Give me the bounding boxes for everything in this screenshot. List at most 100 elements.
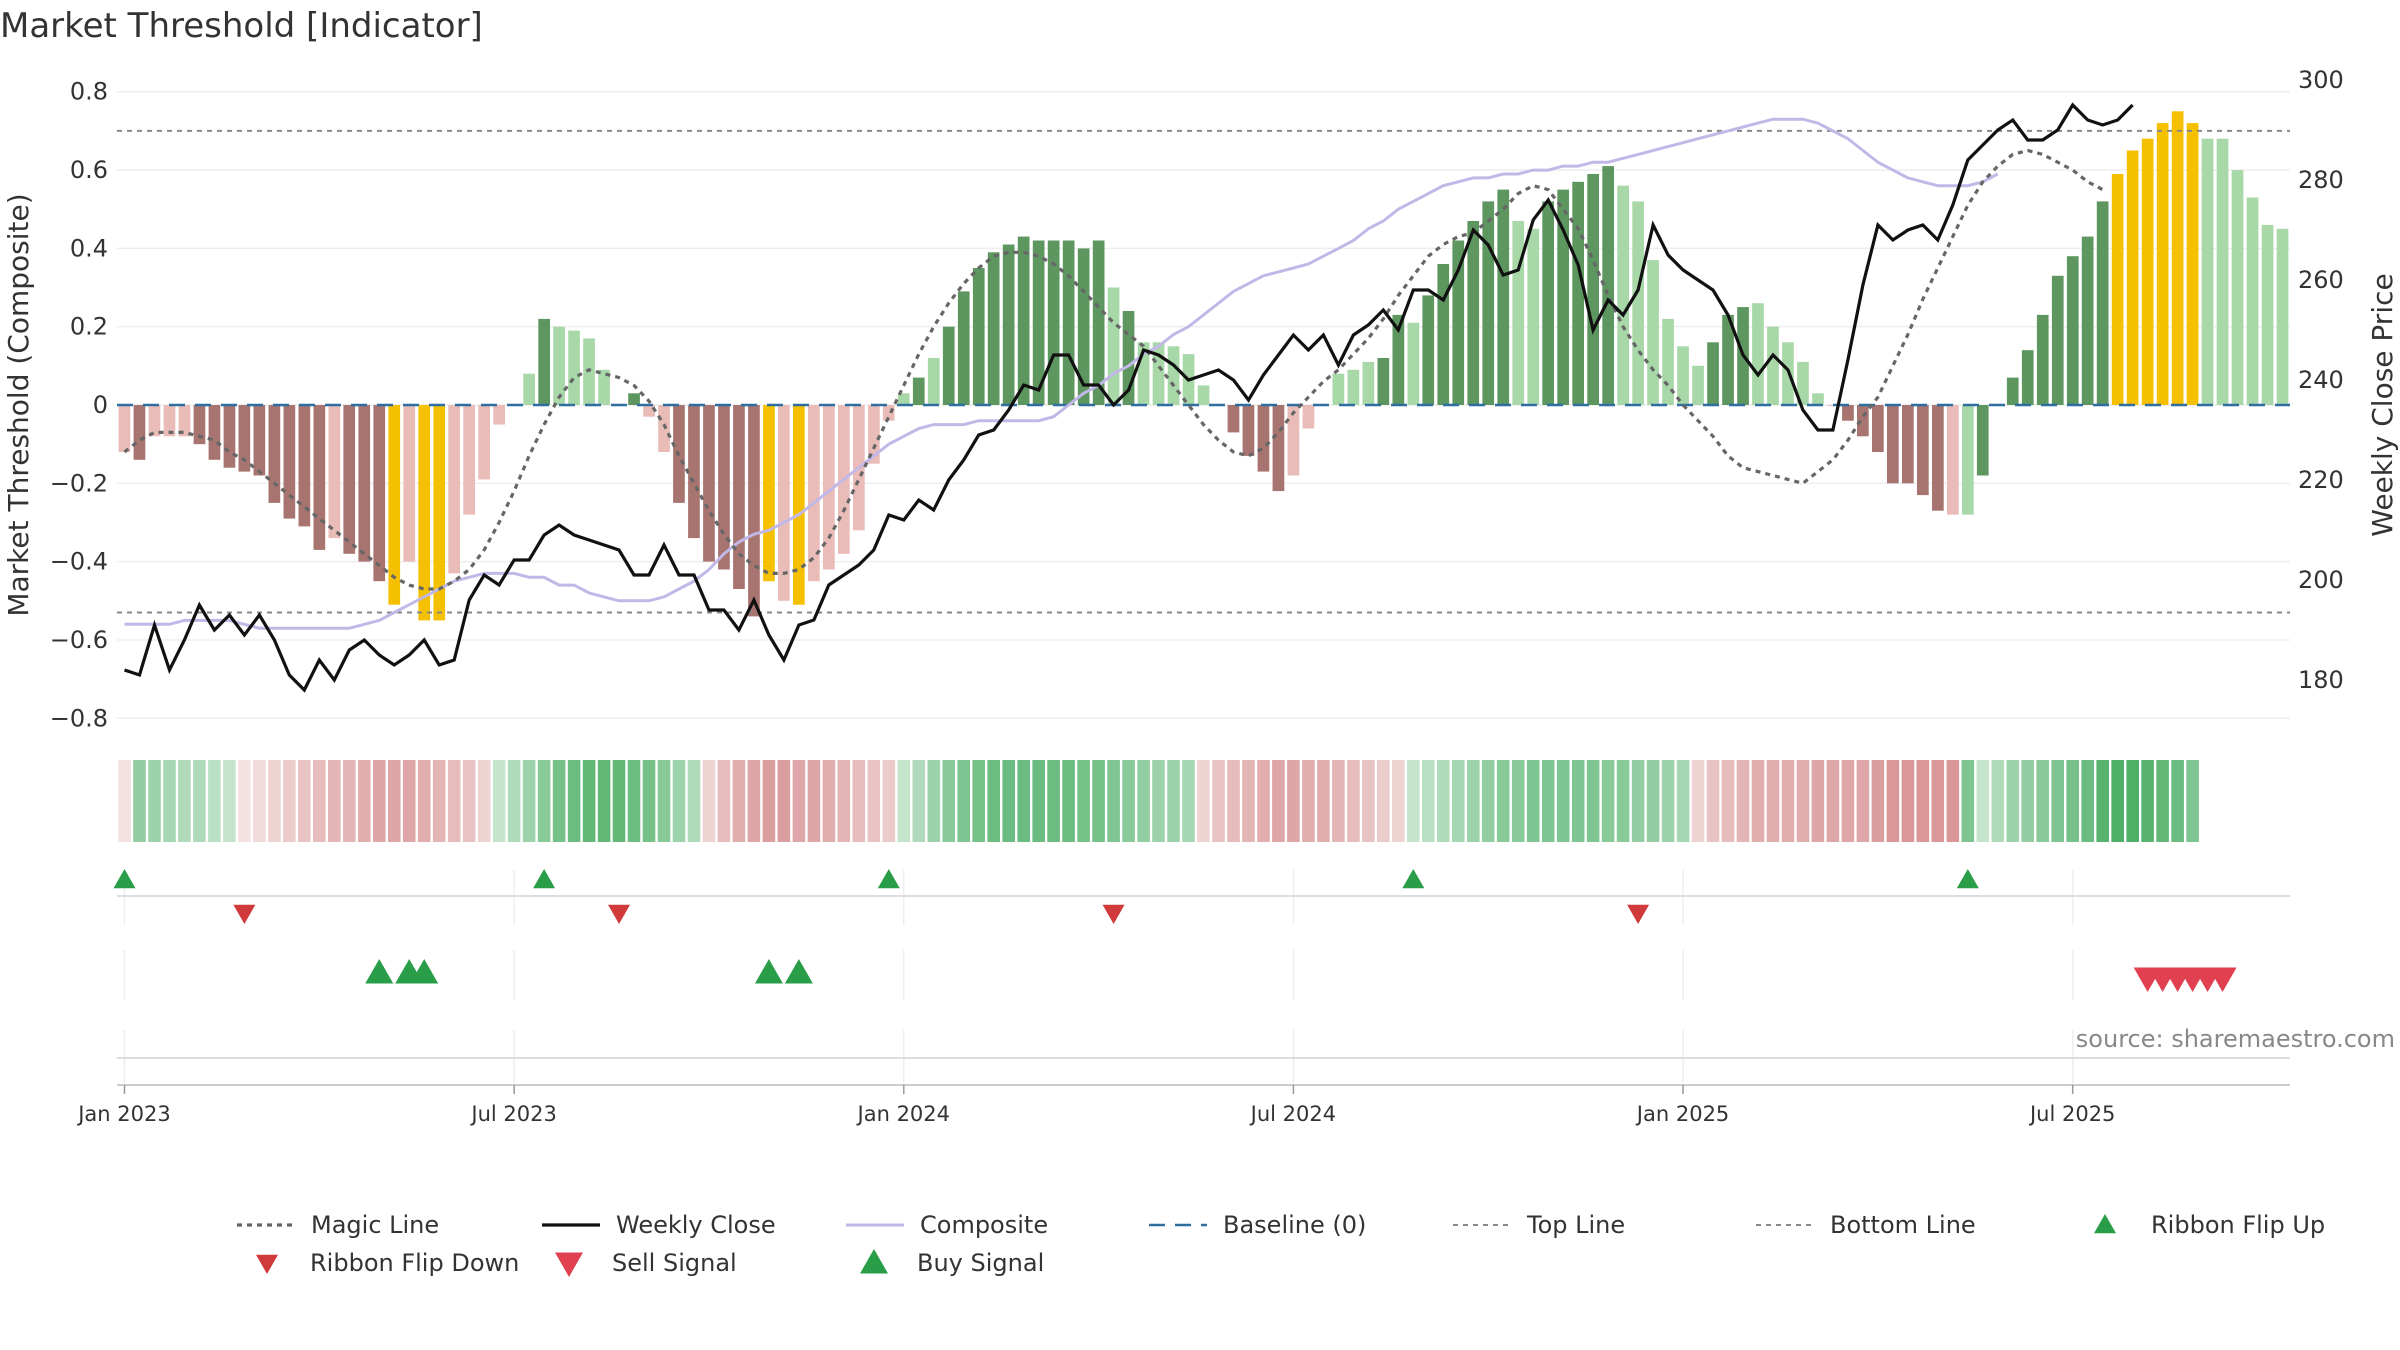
ribbon-cell bbox=[2081, 760, 2094, 842]
ribbon-cell bbox=[912, 760, 926, 842]
ribbon-cell bbox=[2066, 760, 2079, 842]
ribbon-cell bbox=[1796, 760, 1810, 842]
composite-bar bbox=[1377, 358, 1390, 405]
composite-bar bbox=[1452, 240, 1465, 405]
ribbon-cell bbox=[1886, 760, 1900, 842]
composite-bar bbox=[1527, 228, 1540, 405]
series-lines bbox=[123, 102, 2134, 693]
ribbon-flip-down-marker bbox=[608, 904, 631, 924]
composite-bar bbox=[343, 405, 356, 554]
ribbon-cell bbox=[792, 760, 806, 842]
composite-bar bbox=[1887, 405, 1899, 484]
y-right-tick-label: 180 bbox=[2298, 666, 2344, 694]
composite-bar bbox=[1467, 221, 1480, 405]
y-left-tick-label: −0.6 bbox=[50, 626, 108, 654]
composite-bar bbox=[2261, 224, 2274, 405]
ribbon-cell bbox=[1496, 760, 1510, 842]
composite-bar bbox=[418, 405, 431, 621]
composite-bar bbox=[1107, 287, 1120, 405]
ribbon-cell bbox=[358, 760, 371, 842]
composite-bar bbox=[1557, 189, 1569, 405]
composite-bar bbox=[1362, 361, 1375, 405]
ribbon-cell bbox=[1916, 760, 1930, 842]
ribbon-cell bbox=[253, 760, 266, 842]
composite-bar bbox=[897, 393, 910, 405]
ribbon-cell bbox=[2171, 760, 2184, 842]
ribbon-cell bbox=[1526, 760, 1540, 842]
ribbon-cell bbox=[388, 760, 401, 842]
composite-bar bbox=[1692, 365, 1704, 405]
ribbon-cell bbox=[1736, 760, 1750, 842]
y-right-tick-label: 220 bbox=[2298, 466, 2344, 494]
ribbon-cell bbox=[1826, 760, 1840, 842]
composite-bar bbox=[1722, 314, 1734, 405]
ribbon-cell bbox=[133, 760, 146, 842]
composite-bar bbox=[1092, 240, 1105, 405]
composite-bar bbox=[328, 405, 341, 539]
ribbon-cell bbox=[657, 760, 671, 842]
legend-label: Sell Signal bbox=[612, 1249, 737, 1277]
ribbon-cell bbox=[283, 760, 296, 842]
ribbon-cell bbox=[1272, 760, 1285, 842]
ribbon-cell bbox=[1062, 760, 1075, 842]
composite-bar bbox=[1602, 166, 1614, 405]
y-left-tick-label: 0.8 bbox=[70, 78, 108, 106]
ribbon-cell bbox=[268, 760, 281, 842]
legend-swatch bbox=[860, 1249, 888, 1274]
composite-bar bbox=[912, 377, 925, 405]
composite-bar bbox=[733, 405, 745, 589]
legend-label: Bottom Line bbox=[1830, 1211, 1976, 1239]
ribbon-cell bbox=[1601, 760, 1615, 842]
ribbon-cell bbox=[1032, 760, 1045, 842]
legend-item-composite: Composite bbox=[846, 1211, 1048, 1239]
chart-title: Market Threshold [Indicator] bbox=[0, 6, 483, 46]
composite-bar bbox=[1392, 314, 1405, 405]
ribbon-cell bbox=[1961, 760, 1975, 842]
ribbon-cell bbox=[777, 760, 791, 842]
ribbon-cell bbox=[2036, 760, 2049, 842]
ribbon-flip-down-marker bbox=[1627, 904, 1650, 924]
ribbon-cell bbox=[447, 760, 461, 842]
ribbon-cell bbox=[672, 760, 686, 842]
ribbon-cell bbox=[1946, 760, 1960, 842]
ribbon-cell bbox=[2006, 760, 2020, 842]
ribbon-cell bbox=[1242, 760, 1255, 842]
ribbon-flip-up-marker bbox=[1402, 869, 1425, 889]
composite-bar bbox=[1572, 181, 1584, 405]
composite-bar bbox=[193, 405, 206, 445]
ribbon-cell bbox=[238, 760, 251, 842]
ribbon-cell bbox=[1511, 760, 1525, 842]
legend-swatch bbox=[2094, 1214, 2116, 1234]
legend-swatch bbox=[555, 1252, 583, 1277]
composite-bar bbox=[2216, 138, 2229, 405]
composite-bar bbox=[1932, 405, 1944, 511]
ribbon-cell bbox=[1122, 760, 1135, 842]
composite-bar bbox=[2111, 174, 2124, 405]
ribbon-cell bbox=[1841, 760, 1855, 842]
ribbon-cell bbox=[417, 760, 431, 842]
ribbon-cell bbox=[1751, 760, 1765, 842]
ribbon-cell bbox=[1152, 760, 1165, 842]
ribbon-cell bbox=[882, 760, 896, 842]
ribbon-cell bbox=[313, 760, 326, 842]
ribbon-cell bbox=[927, 760, 941, 842]
ribbon-cell bbox=[702, 760, 716, 842]
legend-swatch bbox=[256, 1254, 278, 1274]
ribbon-cell bbox=[1017, 760, 1030, 842]
composite-bar bbox=[808, 405, 820, 582]
signal-rows bbox=[113, 869, 2290, 1085]
composite-bar bbox=[1767, 326, 1779, 405]
ribbon-cell bbox=[2096, 760, 2109, 842]
composite-bar bbox=[568, 330, 580, 405]
composite-bar bbox=[373, 405, 386, 582]
y-left-tick-label: −0.4 bbox=[50, 548, 108, 576]
composite-bar bbox=[1152, 342, 1165, 405]
composite-bar bbox=[1632, 201, 1644, 405]
buy-signal-marker bbox=[754, 959, 783, 984]
ribbon-cell bbox=[942, 760, 955, 842]
y-right-tick-label: 280 bbox=[2298, 166, 2344, 194]
ribbon-flip-down-marker bbox=[233, 904, 256, 924]
y-right-axis-title: Weekly Close Price bbox=[2366, 273, 2399, 536]
ribbon-cell bbox=[642, 760, 656, 842]
